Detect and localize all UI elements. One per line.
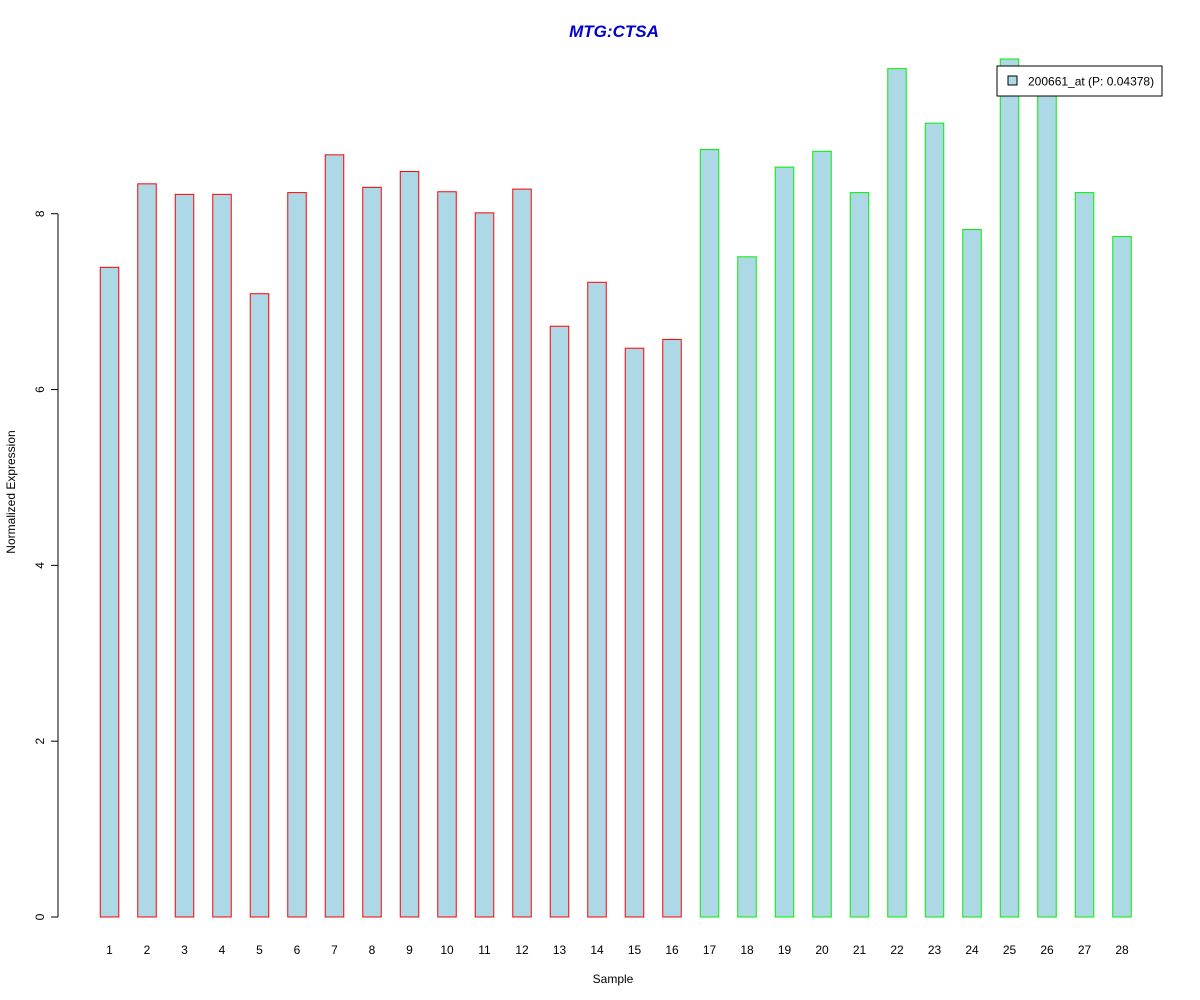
bar-sample-28 bbox=[1112, 236, 1132, 918]
bar-series bbox=[99, 58, 1132, 918]
legend-label: 200661_at (P: 0.04378) bbox=[1028, 75, 1154, 89]
bar-sample-17 bbox=[699, 149, 720, 918]
x-tick-label: 1 bbox=[106, 943, 113, 957]
bar-sample-27 bbox=[1074, 192, 1095, 918]
chart-title: MTG:CTSA bbox=[569, 22, 659, 41]
bar-sample-7 bbox=[324, 154, 345, 918]
legend: 200661_at (P: 0.04378) bbox=[996, 65, 1163, 97]
x-tick-label: 8 bbox=[369, 943, 376, 957]
x-tick-label: 3 bbox=[181, 943, 188, 957]
x-tick-label: 26 bbox=[1040, 943, 1054, 957]
bar-sample-4 bbox=[212, 193, 232, 918]
x-tick-label: 16 bbox=[665, 943, 679, 957]
x-tick-label: 5 bbox=[256, 943, 263, 957]
bar-sample-10 bbox=[437, 191, 457, 918]
x-tick-label: 7 bbox=[331, 943, 338, 957]
x-tick-label: 2 bbox=[144, 943, 151, 957]
x-tick-label: 18 bbox=[740, 943, 754, 957]
x-tick-label: 25 bbox=[1003, 943, 1017, 957]
y-axis-label: Normalized Expression bbox=[4, 430, 18, 553]
bar-sample-8 bbox=[362, 186, 382, 918]
x-tick-label: 19 bbox=[778, 943, 792, 957]
bar-sample-18 bbox=[737, 256, 757, 918]
x-tick-label: 22 bbox=[890, 943, 904, 957]
x-tick-label: 20 bbox=[815, 943, 829, 957]
y-tick-label: 8 bbox=[33, 210, 47, 217]
x-tick-label: 23 bbox=[928, 943, 942, 957]
bar-sample-16 bbox=[662, 338, 682, 918]
y-tick-label: 4 bbox=[33, 562, 47, 569]
bar-sample-5 bbox=[249, 293, 270, 918]
bar-sample-26 bbox=[1037, 90, 1057, 918]
legend-box bbox=[996, 65, 1163, 97]
x-axis-tick-labels: 1 2 3 4 5 6 7 8 9 10 11 12 13 14 15 16 17 18 19 20 21 22 23 24 2… bbox=[106, 943, 1129, 957]
bar-sample-19 bbox=[774, 166, 795, 918]
x-tick-label: 9 bbox=[406, 943, 413, 957]
x-tick-label: 10 bbox=[440, 943, 454, 957]
bar-sample-20 bbox=[812, 150, 832, 918]
bar-sample-3 bbox=[174, 193, 195, 918]
x-tick-label: 12 bbox=[515, 943, 529, 957]
bar-sample-13 bbox=[549, 325, 570, 918]
bar-sample-25 bbox=[999, 58, 1020, 918]
x-tick-label: 24 bbox=[965, 943, 979, 957]
x-tick-label: 17 bbox=[703, 943, 717, 957]
bar-sample-9 bbox=[399, 171, 420, 918]
y-tick-label: 2 bbox=[33, 738, 47, 745]
x-tick-label: 4 bbox=[219, 943, 226, 957]
bar-sample-6 bbox=[287, 192, 307, 918]
bar-sample-2 bbox=[137, 183, 157, 918]
bar-sample-22 bbox=[887, 68, 907, 918]
bar-sample-11 bbox=[474, 212, 495, 918]
bar-sample-24 bbox=[962, 229, 982, 918]
x-tick-label: 15 bbox=[628, 943, 642, 957]
x-tick-label: 21 bbox=[853, 943, 867, 957]
bar-sample-23 bbox=[924, 122, 945, 918]
x-tick-label: 27 bbox=[1078, 943, 1092, 957]
x-tick-label: 11 bbox=[478, 943, 491, 957]
y-tick-label: 6 bbox=[33, 386, 47, 393]
x-tick-label: 6 bbox=[294, 943, 301, 957]
bar-sample-15 bbox=[624, 347, 645, 918]
bar-sample-21 bbox=[849, 192, 870, 918]
bar-sample-1 bbox=[99, 266, 120, 918]
legend-swatch bbox=[1007, 75, 1018, 86]
y-axis: 0 2 4 6 8 bbox=[33, 210, 59, 920]
x-tick-label: 13 bbox=[553, 943, 567, 957]
x-tick-label: 14 bbox=[590, 943, 604, 957]
bar-sample-14 bbox=[587, 281, 607, 918]
bar-sample-12 bbox=[512, 188, 532, 918]
x-axis-label: Sample bbox=[593, 972, 634, 986]
x-tick-label: 28 bbox=[1115, 943, 1129, 957]
y-tick-label: 0 bbox=[33, 913, 47, 920]
